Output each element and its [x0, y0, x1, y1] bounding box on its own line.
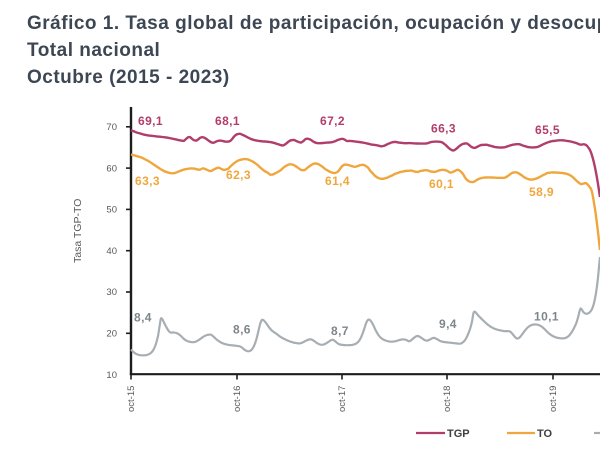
svg-text:30: 30: [106, 287, 117, 298]
svg-text:8,4: 8,4: [134, 311, 152, 325]
svg-text:65,5: 65,5: [535, 123, 560, 137]
svg-text:oct-16: oct-16: [232, 386, 243, 412]
svg-text:67,2: 67,2: [320, 114, 345, 128]
svg-text:69,1: 69,1: [138, 114, 163, 128]
svg-text:68,1: 68,1: [215, 114, 240, 128]
svg-text:50: 50: [106, 205, 117, 216]
svg-text:40: 40: [106, 246, 117, 257]
svg-text:60,1: 60,1: [429, 177, 454, 191]
svg-text:63,3: 63,3: [135, 174, 160, 188]
svg-text:8,6: 8,6: [233, 323, 251, 337]
svg-text:60: 60: [106, 163, 117, 174]
svg-text:70: 70: [106, 122, 117, 133]
svg-text:10,1: 10,1: [534, 310, 559, 324]
svg-text:20: 20: [106, 329, 117, 340]
svg-text:9,4: 9,4: [439, 317, 457, 331]
svg-text:61,4: 61,4: [325, 174, 350, 188]
svg-text:8,7: 8,7: [331, 324, 349, 338]
svg-text:10: 10: [106, 370, 117, 381]
svg-text:62,3: 62,3: [226, 168, 251, 182]
svg-text:oct-19: oct-19: [548, 386, 559, 412]
svg-text:58,9: 58,9: [529, 185, 554, 199]
svg-text:oct-15: oct-15: [126, 386, 137, 412]
svg-text:Tasa TGP-TO: Tasa TGP-TO: [72, 199, 84, 263]
svg-text:oct-17: oct-17: [337, 386, 348, 412]
svg-text:TGP: TGP: [447, 428, 470, 440]
svg-text:oct-18: oct-18: [442, 386, 453, 412]
svg-text:TO: TO: [537, 428, 553, 440]
svg-text:66,3: 66,3: [431, 122, 456, 136]
